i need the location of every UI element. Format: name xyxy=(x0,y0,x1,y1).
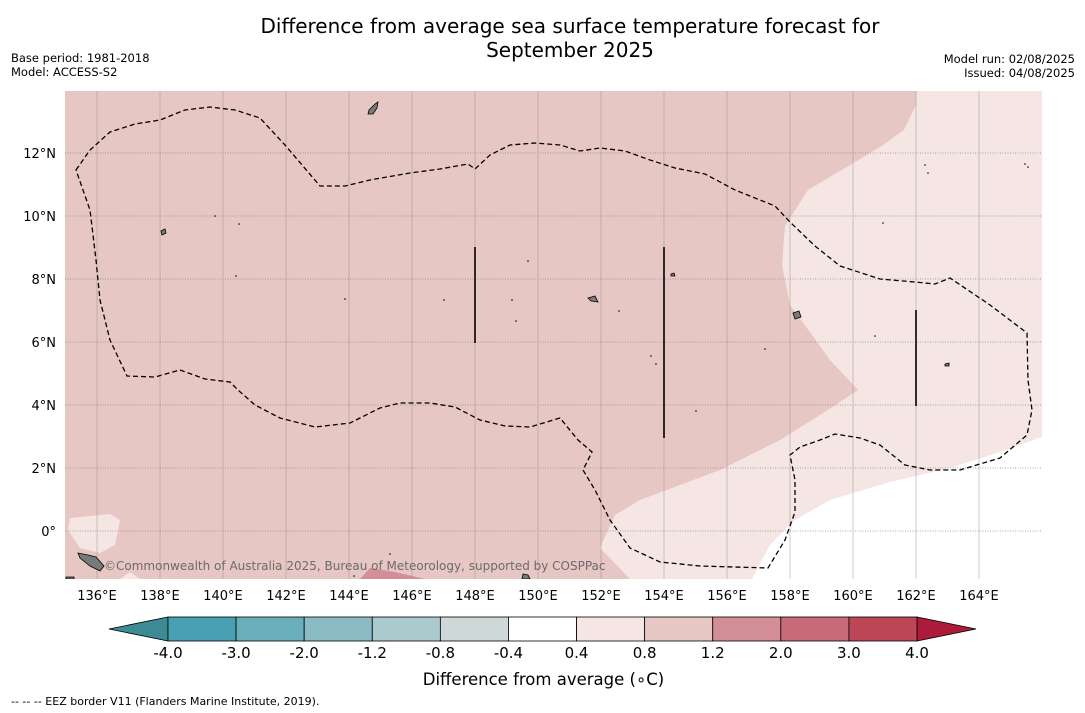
anomaly-fill-warm-south xyxy=(360,568,425,579)
lon-label: 146°E xyxy=(392,589,432,604)
lon-label: 140°E xyxy=(203,589,243,604)
lon-label: 158°E xyxy=(770,589,810,604)
colorbar-tick-label: 3.0 xyxy=(837,644,861,662)
map-area: ©Commonwealth of Australia 2025, Bureau … xyxy=(65,91,1042,579)
longitude-labels: 136°E 138°E 140°E 142°E 144°E 146°E 148°… xyxy=(77,589,999,604)
colorbar-cell xyxy=(235,616,305,642)
colorbar-label: Difference from average (∘C) xyxy=(422,670,665,689)
eez-legend-note: -- -- -- EEZ border V11 (Flanders Marine… xyxy=(11,695,320,708)
lon-label: 154°E xyxy=(644,589,684,604)
colorbar-under-arrow xyxy=(108,616,169,642)
lat-label: 12°N xyxy=(23,147,56,162)
latitude-labels: 12°N 10°N 8°N 6°N 4°N 2°N 0° xyxy=(23,147,56,540)
lon-label: 136°E xyxy=(77,589,117,604)
colorbar-cell xyxy=(167,616,237,642)
island-icon xyxy=(367,101,379,115)
colorbar-cell xyxy=(712,616,782,642)
title-line-1: Difference from average sea surface temp… xyxy=(260,14,880,38)
boundary-lines xyxy=(474,247,917,438)
eez-borders xyxy=(75,106,1033,569)
map-title: Difference from average sea surface temp… xyxy=(0,14,1085,62)
colorbar-tick-label: 2.0 xyxy=(769,644,793,662)
lon-label: 142°E xyxy=(266,589,306,604)
lon-label: 144°E xyxy=(329,589,369,604)
lat-label: 6°N xyxy=(32,336,57,351)
colorbar-cell xyxy=(576,616,646,642)
colorbar-cell xyxy=(303,616,373,642)
colorbar-tick-label: -4.0 xyxy=(153,644,182,662)
lon-label: 164°E xyxy=(959,589,999,604)
colorbar-cell xyxy=(848,616,918,642)
model-run: Model run: 02/08/2025 xyxy=(943,52,1075,66)
colorbar: -4.0 -3.0 -2.0 -1.2 -0.8 -0.4 0.4 0.8 1.2 2.0 3.0 4… xyxy=(108,616,977,662)
lon-label: 138°E xyxy=(140,589,180,604)
islands xyxy=(65,101,950,579)
colorbar-tick-label: -3.0 xyxy=(221,644,250,662)
lat-label: 10°N xyxy=(23,210,56,225)
colorbar-tick-label: 0.8 xyxy=(633,644,657,662)
lat-label: 2°N xyxy=(32,462,57,477)
colorbar-cell xyxy=(371,616,441,642)
colorbar-tick-label: 1.2 xyxy=(701,644,725,662)
colorbar-cell xyxy=(780,616,850,642)
lat-label: 8°N xyxy=(32,273,57,288)
model-name: Model: ACCESS-S2 xyxy=(11,65,118,79)
colorbar-cell xyxy=(508,616,577,642)
lat-label: 0° xyxy=(41,525,56,540)
lon-label: 160°E xyxy=(833,589,873,604)
lon-label: 148°E xyxy=(455,589,495,604)
colorbar-cell xyxy=(644,616,714,642)
issued-date: Issued: 04/08/2025 xyxy=(964,66,1075,80)
anomaly-fill-neutral-east xyxy=(752,437,1042,579)
lon-label: 162°E xyxy=(896,589,936,604)
anomaly-fill-moderate xyxy=(600,91,1042,579)
colorbar-tick-label: 4.0 xyxy=(905,644,929,662)
colorbar-tick-label: -1.2 xyxy=(358,644,387,662)
reef-dots xyxy=(214,163,1029,577)
colorbar-tick-label: 0.4 xyxy=(565,644,589,662)
lon-label: 156°E xyxy=(707,589,747,604)
colorbar-tick-label: -0.4 xyxy=(494,644,523,662)
colorbar-tick-label: -2.0 xyxy=(290,644,319,662)
colorbar-over-arrow xyxy=(916,616,977,642)
latitude-grid xyxy=(65,152,1042,532)
lon-label: 152°E xyxy=(581,589,621,604)
copyright-note: ©Commonwealth of Australia 2025, Bureau … xyxy=(104,559,606,573)
lat-label: 4°N xyxy=(32,399,57,414)
lon-label: 150°E xyxy=(518,589,558,604)
base-period: Base period: 1981-2018 xyxy=(11,51,150,65)
meta-left: Base period: 1981-2018 Model: ACCESS-S2 xyxy=(11,51,150,79)
title-line-2: September 2025 xyxy=(486,38,654,62)
meta-right: Model run: 02/08/2025 Issued: 04/08/2025 xyxy=(944,52,1075,80)
anomaly-fill-moderate-west xyxy=(68,514,120,553)
colorbar-cell xyxy=(439,616,509,642)
colorbar-tick-label: -0.8 xyxy=(426,644,455,662)
